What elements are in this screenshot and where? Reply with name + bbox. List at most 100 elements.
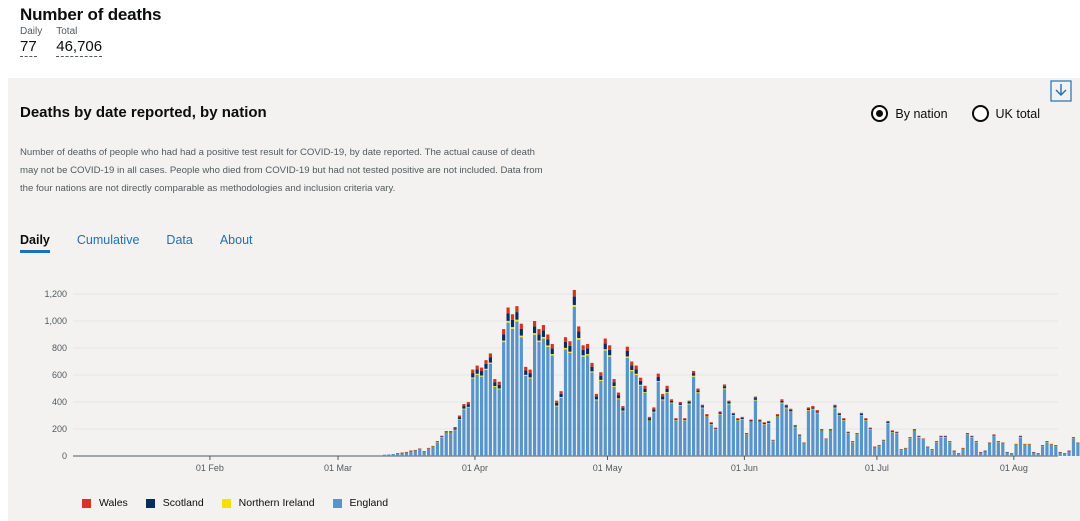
bar-scotland [1014,444,1018,445]
bar-northern-ireland [740,419,744,420]
total-label: Total [56,26,78,37]
bar-northern-ireland [890,431,894,433]
bar-northern-ireland [466,406,470,408]
bar-england [775,416,780,456]
bar-england [727,404,731,456]
bar-scotland [802,442,806,444]
bar-northern-ireland [789,411,793,412]
bar-wales [736,418,740,420]
bar-scotland [842,419,846,421]
tab-daily[interactable]: Daily [20,233,50,253]
bar-northern-ireland [926,447,930,448]
bar-scotland [740,417,744,420]
bar-wales [722,384,727,387]
bar-northern-ireland [899,449,903,451]
bar-england [736,420,740,456]
bar-england [426,448,431,456]
tab-about[interactable]: About [219,233,253,247]
bar-england [1014,444,1018,456]
bar-northern-ireland [700,407,705,409]
bar-scotland [793,425,797,427]
bar-england [471,378,475,456]
bar-scotland [532,326,537,334]
radio-uk-total[interactable]: UK total [971,105,1040,122]
bar-england [493,387,497,456]
bar-wales [519,323,523,329]
bar-northern-ireland [908,438,912,439]
bar-england [665,392,669,456]
bar-northern-ireland [515,319,519,322]
bar-wales [987,442,992,443]
bar-wales [815,410,819,412]
bar-northern-ireland [837,415,841,416]
bar-wales [798,434,802,435]
y-tick-label: 1,000 [44,316,67,326]
radio-unchecked-icon [971,105,989,122]
bar-england [700,408,705,456]
radio-by-nation[interactable]: By nation [871,105,948,122]
bar-england [387,454,391,456]
download-icon[interactable] [1050,80,1072,102]
bar-northern-ireland [828,430,833,431]
bar-wales [515,306,519,313]
bar-scotland [700,406,705,408]
bar-northern-ireland [426,448,431,449]
bar-northern-ireland [974,441,978,443]
bar-england [409,450,413,456]
legend-label-northern-ireland: Northern Ireland [238,497,315,509]
bar-england [669,403,674,456]
bar-scotland [1054,445,1058,446]
bar-northern-ireland [1027,444,1031,446]
bar-northern-ireland [692,375,696,377]
bar-scotland [1071,437,1076,439]
bar-england [639,385,643,456]
bar-scotland [864,419,868,421]
bar-england [798,435,802,456]
bar-england [396,453,400,456]
bar-scotland [965,433,970,435]
bar-scotland [457,417,462,420]
bar-england [462,409,466,456]
bar-northern-ireland [537,340,541,343]
tab-data[interactable]: Data [166,233,193,247]
bar-england [440,437,444,456]
total-value[interactable]: 46,706 [56,38,103,57]
tab-cumulative[interactable]: Cumulative [76,233,140,247]
bar-northern-ireland [1045,441,1049,443]
bar-england [996,442,1000,456]
bar-england [890,432,894,456]
bar-scotland [683,419,687,421]
bar-northern-ireland [970,436,974,438]
bar-northern-ireland [749,421,753,423]
bar-wales [656,373,660,377]
bar-wales [926,446,930,448]
bar-northern-ireland [718,413,722,415]
bar-wales [581,345,585,350]
bar-wales [700,404,705,407]
bar-northern-ireland [440,436,444,438]
bar-scotland [484,363,488,369]
bar-england [515,321,519,456]
legend-swatch-northern-ireland [221,498,231,508]
bar-wales [1076,442,1080,443]
bar-england [479,376,484,456]
bar-wales [616,392,621,396]
bar-northern-ireland [709,424,713,425]
bar-wales [413,449,417,451]
bar-wales [1036,453,1040,454]
bar-wales [590,362,594,367]
bar-northern-ireland [457,419,462,420]
bar-northern-ireland [811,408,815,410]
daily-value[interactable]: 77 [20,38,37,57]
bar-scotland [996,441,1000,443]
bar-wales [974,441,978,442]
bar-northern-ireland [714,429,718,430]
bar-wales [979,451,983,453]
bar-england [656,382,660,456]
bar-scotland [466,404,470,407]
bar-northern-ireland [683,420,687,421]
bar-wales [881,439,886,441]
bar-england [722,389,727,456]
bar-england [572,306,576,456]
bar-scotland [563,341,568,348]
